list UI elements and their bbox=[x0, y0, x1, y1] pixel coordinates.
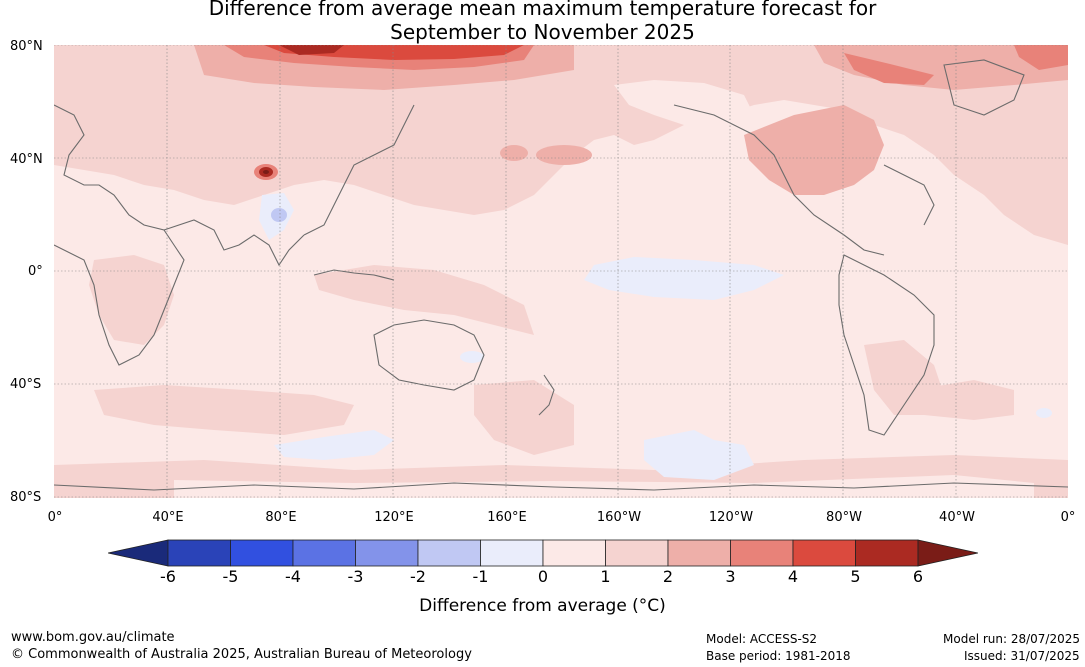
forecast-map[interactable] bbox=[54, 45, 1068, 498]
footer-copyright: © Commonwealth of Australia 2025, Austra… bbox=[11, 647, 472, 662]
anomaly-zone-southern-indian-cool bbox=[274, 430, 394, 460]
colorbar-extend-high bbox=[917, 539, 979, 567]
colorbar-segment bbox=[292, 539, 356, 567]
colorbar-segment bbox=[667, 539, 731, 567]
lon-label-120w: 120°W bbox=[708, 510, 754, 525]
colorbar-extend-low bbox=[107, 539, 169, 567]
colorbar-segment bbox=[480, 539, 544, 567]
legend-tick-label: 0 bbox=[537, 567, 549, 586]
footer-issued: Issued: 31/07/2025 bbox=[964, 649, 1080, 663]
anomaly-zone-india-cooler bbox=[271, 208, 287, 222]
anomaly-zone-pacific-cool bbox=[584, 257, 784, 300]
lon-label-160w: 160°W bbox=[596, 510, 642, 525]
anomaly-zone-south-pacific bbox=[474, 380, 574, 455]
footer-website[interactable]: www.bom.gov.au/climate bbox=[11, 630, 175, 645]
lat-label-40n: 40°N bbox=[10, 152, 43, 167]
anomaly-zone-arctic-core-east bbox=[844, 53, 934, 85]
anomaly-zone-south-indian bbox=[94, 385, 354, 435]
legend-tick-label: -5 bbox=[222, 567, 239, 586]
lon-label-40w: 40°W bbox=[939, 510, 975, 525]
legend-tick-label: 5 bbox=[850, 567, 861, 586]
anomaly-zone-north-pacific-west bbox=[500, 145, 528, 161]
lon-label-40e: 40°E bbox=[152, 510, 184, 525]
map-svg bbox=[54, 45, 1068, 498]
anomaly-zone-atlantic-cool bbox=[1036, 408, 1052, 418]
legend-tick-label: 4 bbox=[787, 567, 799, 586]
colorbar-svg bbox=[107, 539, 979, 567]
legend-tick-label: -3 bbox=[347, 567, 364, 586]
legend-tick-label: -1 bbox=[472, 567, 489, 586]
lat-label-40s: 40°S bbox=[10, 377, 42, 392]
anomaly-zone-south-atlantic bbox=[914, 380, 1014, 420]
anomaly-zone-arctic-hottest bbox=[279, 45, 344, 55]
anomaly-zone-south-pacific-cool bbox=[644, 430, 754, 480]
lon-label-80w: 80°W bbox=[826, 510, 862, 525]
legend-colorbar bbox=[107, 538, 979, 583]
colorbar-segment bbox=[730, 539, 794, 567]
colorbar-segment bbox=[855, 539, 919, 567]
legend-tick-label: 2 bbox=[662, 567, 674, 586]
legend-tick-label: 6 bbox=[912, 567, 924, 586]
colorbar-segment bbox=[167, 539, 231, 567]
lat-label-80n: 80°N bbox=[10, 39, 43, 54]
lon-label-120e: 120°E bbox=[374, 510, 414, 525]
lat-label-80s: 80°S bbox=[10, 490, 42, 505]
footer-base-period: Base period: 1981-2018 bbox=[706, 649, 851, 663]
legend-tick-label: 3 bbox=[725, 567, 736, 586]
anomaly-zone-north bbox=[54, 45, 1068, 245]
anomaly-zone-africa bbox=[89, 255, 174, 345]
map-title: Difference from average mean maximum tem… bbox=[0, 0, 1085, 44]
anomaly-hotspot-tibet-peak bbox=[263, 170, 269, 174]
anomaly-zone-greenland bbox=[1014, 45, 1068, 70]
lon-label-80e: 80°E bbox=[265, 510, 297, 525]
title-line-2: September to November 2025 bbox=[390, 20, 695, 44]
lon-label-0-left: 0° bbox=[47, 510, 63, 525]
anomaly-zone-southern-ocean-inner bbox=[174, 475, 1034, 498]
colorbar-segment bbox=[605, 539, 669, 567]
colorbar-segment bbox=[230, 539, 294, 567]
legend-tick-label: -2 bbox=[410, 567, 426, 586]
footer-model-run: Model run: 28/07/2025 bbox=[943, 632, 1081, 646]
anomaly-zone-maritime bbox=[314, 265, 534, 335]
legend-tick-label: -4 bbox=[285, 567, 301, 586]
legend-tick-label: 1 bbox=[600, 567, 611, 586]
colorbar-segment bbox=[792, 539, 856, 567]
footer-model: Model: ACCESS-S2 bbox=[706, 632, 818, 646]
lat-label-0: 0° bbox=[28, 264, 43, 279]
legend-tick-label: -6 bbox=[160, 567, 176, 586]
lon-label-0-right: 0° bbox=[1060, 510, 1076, 525]
anomaly-zone-north-pacific bbox=[536, 145, 592, 165]
anomaly-zone-north-america bbox=[744, 105, 884, 195]
colorbar-segment bbox=[417, 539, 481, 567]
colorbar-segment bbox=[355, 539, 419, 567]
graticule bbox=[54, 45, 1068, 498]
lon-label-160e: 160°E bbox=[487, 510, 527, 525]
anomaly-zone-tasman-cool bbox=[460, 351, 484, 363]
colorbar-segment bbox=[542, 539, 606, 567]
title-line-1: Difference from average mean maximum tem… bbox=[208, 0, 877, 20]
coastlines bbox=[54, 59, 1068, 491]
legend-title: Difference from average (°C) bbox=[419, 596, 666, 616]
